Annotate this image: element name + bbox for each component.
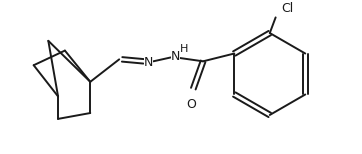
Text: Cl: Cl xyxy=(282,2,294,15)
Text: O: O xyxy=(186,98,196,111)
Text: N: N xyxy=(144,56,153,69)
Text: H: H xyxy=(180,44,189,54)
Text: N: N xyxy=(171,50,180,63)
